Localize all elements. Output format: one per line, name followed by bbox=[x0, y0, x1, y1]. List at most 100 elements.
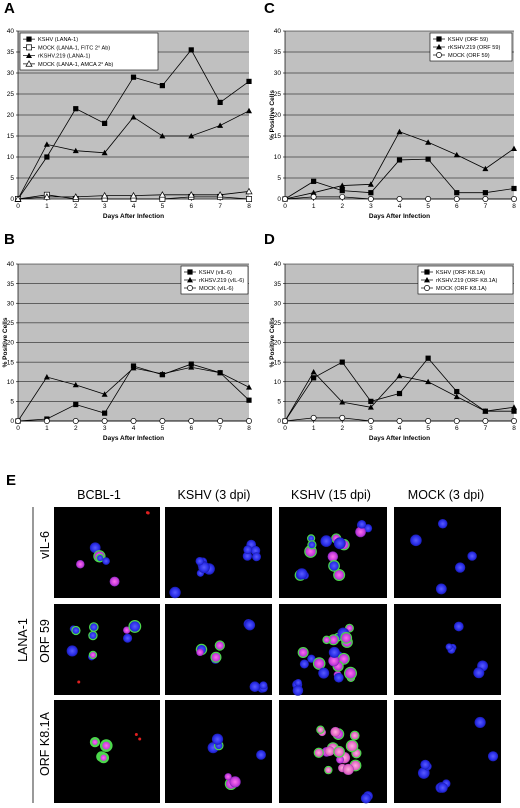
legend-box bbox=[19, 32, 159, 71]
data-point bbox=[425, 378, 432, 385]
x-axis-label: Days After Infection bbox=[103, 213, 164, 220]
x-tick-label: 5 bbox=[161, 425, 165, 432]
cell bbox=[299, 659, 309, 669]
y-tick-label: 35 bbox=[274, 49, 282, 56]
cell bbox=[249, 681, 261, 692]
legend-label: rKSHV.219 (LANA-1) bbox=[38, 54, 90, 60]
panel-letter-c: C bbox=[264, 0, 275, 17]
micrograph-r3-c1 bbox=[54, 700, 160, 803]
x-tick-label: 2 bbox=[74, 203, 78, 210]
data-point bbox=[310, 414, 317, 421]
y-tick-label: 15 bbox=[274, 133, 282, 140]
cell bbox=[313, 747, 324, 758]
cell bbox=[77, 680, 81, 684]
cell bbox=[333, 672, 344, 683]
x-tick-label: 1 bbox=[312, 425, 316, 432]
micrograph-background bbox=[394, 507, 501, 598]
legend-marker bbox=[25, 60, 33, 67]
cell bbox=[357, 520, 367, 529]
cell bbox=[145, 511, 149, 515]
data-point bbox=[339, 193, 346, 200]
data-point bbox=[158, 191, 166, 198]
y-tick-label: 25 bbox=[7, 320, 15, 327]
cell bbox=[328, 655, 340, 667]
cell bbox=[109, 576, 120, 587]
y-tick-label: 20 bbox=[274, 340, 282, 347]
y-tick-label: 40 bbox=[274, 261, 282, 268]
data-point bbox=[311, 375, 317, 381]
data-point bbox=[43, 193, 51, 200]
x-axis-label: Days After Infection bbox=[369, 435, 430, 442]
legend-marker bbox=[424, 277, 430, 283]
legend: KSHV (ORF 59) rKSHV.219 (ORF 59) MOCK (ORF… bbox=[429, 32, 513, 62]
y-tick-label: 25 bbox=[274, 320, 282, 327]
x-tick-label: 0 bbox=[283, 425, 287, 432]
legend-marker bbox=[26, 44, 32, 51]
data-point bbox=[246, 418, 252, 424]
x-tick-label: 6 bbox=[455, 425, 459, 432]
legend-label: MOCK (vIL-6) bbox=[199, 286, 234, 292]
y-tick-label: 30 bbox=[274, 70, 282, 77]
data-point bbox=[246, 397, 252, 403]
cell bbox=[307, 540, 317, 550]
legend-marker bbox=[436, 36, 442, 42]
cell bbox=[95, 553, 105, 563]
data-point bbox=[217, 369, 224, 376]
series-3 bbox=[15, 418, 252, 424]
cell bbox=[256, 749, 266, 760]
micrograph-r1-c3 bbox=[279, 507, 387, 598]
legend-label: rKHSV.219 (vIL-6) bbox=[199, 278, 244, 284]
legend-marker bbox=[424, 269, 430, 275]
cell bbox=[71, 625, 81, 636]
y-tick-label: 0 bbox=[277, 418, 281, 425]
data-point bbox=[454, 388, 460, 395]
legend-label: KSHV (vIL-6) bbox=[199, 270, 232, 276]
chart-panel-d: D 0 5 10 15 20 25 30 35 40 0 1 2 3 4 5 6 7 8 Days After Inf… bbox=[264, 231, 517, 442]
data-point bbox=[246, 196, 252, 202]
panel-letter-a: A bbox=[4, 0, 15, 17]
series-3 bbox=[282, 414, 517, 424]
data-point bbox=[282, 196, 288, 202]
x-tick-label: 2 bbox=[74, 425, 78, 432]
cell bbox=[437, 518, 448, 529]
x-tick-label: 3 bbox=[103, 425, 107, 432]
data-point bbox=[511, 404, 517, 410]
x-axis-label: Days After Infection bbox=[369, 213, 430, 220]
data-point bbox=[511, 185, 517, 192]
data-point bbox=[396, 196, 403, 202]
cell bbox=[307, 654, 316, 663]
y-axis-label: % Positive Cells bbox=[2, 317, 9, 367]
cell bbox=[242, 551, 253, 561]
cell bbox=[292, 685, 304, 696]
legend-marker bbox=[436, 44, 442, 50]
data-point bbox=[188, 364, 195, 370]
data-point bbox=[72, 193, 80, 200]
legend-label: rKSHV.219 (ORF K8.1A) bbox=[436, 278, 497, 284]
legend: KSHV (vIL-6) rKHSV.219 (vIL-6) MOCK (vIL-6… bbox=[180, 265, 249, 295]
data-point bbox=[367, 196, 374, 202]
data-point bbox=[246, 78, 252, 84]
cell bbox=[324, 765, 333, 775]
legend-marker bbox=[26, 52, 32, 59]
cell bbox=[195, 556, 204, 566]
cell bbox=[128, 620, 142, 633]
cell bbox=[98, 752, 110, 764]
y-tick-label: 30 bbox=[7, 300, 15, 307]
legend-box bbox=[429, 32, 513, 62]
legend-marker bbox=[187, 285, 193, 291]
data-point bbox=[453, 418, 460, 424]
y-tick-label: 20 bbox=[7, 112, 15, 119]
x-tick-label: 6 bbox=[189, 425, 193, 432]
y-tick-label: 5 bbox=[10, 175, 14, 182]
micrograph-background bbox=[165, 700, 272, 803]
y-tick-label: 20 bbox=[7, 340, 15, 347]
column-header-bcbl1: BCBL-1 bbox=[77, 488, 121, 502]
cell bbox=[244, 619, 256, 631]
y-tick-label: 0 bbox=[10, 196, 14, 203]
legend-label: MOCK (LANA-1, FITC 2° Ab) bbox=[38, 45, 110, 51]
legend-box bbox=[417, 265, 514, 295]
cell bbox=[134, 732, 138, 736]
cell bbox=[224, 773, 232, 781]
x-tick-label: 0 bbox=[283, 203, 287, 210]
